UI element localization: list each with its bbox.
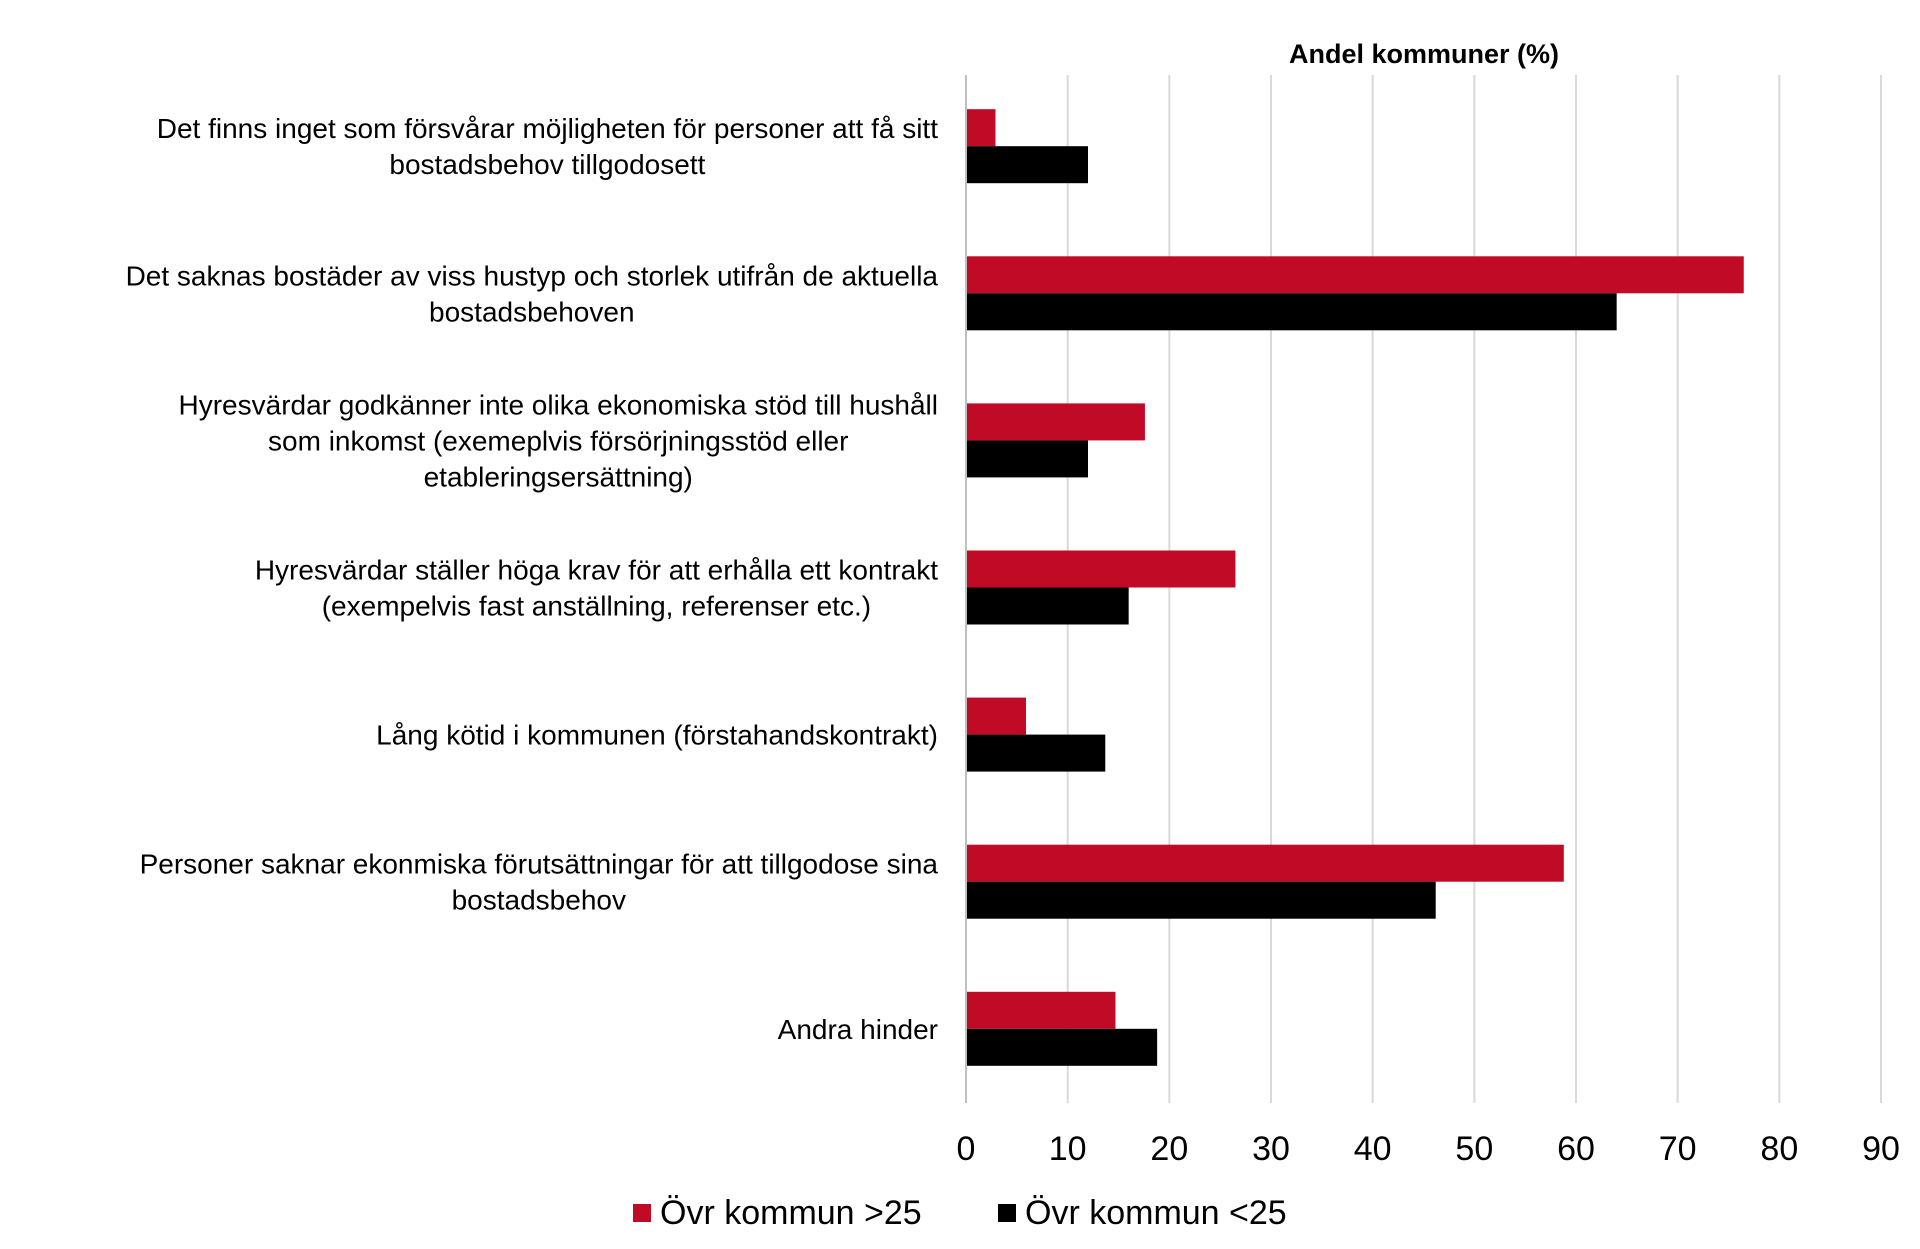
category-label-line: Hyresvärdar ställer höga krav för att er… (255, 555, 938, 586)
category-label-line: Lång kötid i kommunen (förstahandskontra… (376, 720, 938, 751)
category-label-line: Hyresvärdar godkänner inte olika ekonomi… (179, 389, 939, 420)
legend-swatch (998, 1204, 1016, 1222)
bar-series-2 (966, 587, 1129, 625)
x-tick-label: 80 (1760, 1130, 1798, 1168)
bar-series-2 (966, 440, 1088, 478)
category-labels: Det finns inget som försvårar möjlighete… (126, 113, 939, 1045)
category-label: Lång kötid i kommunen (förstahandskontra… (376, 720, 938, 751)
category-label-line: etableringsersättning) (424, 461, 693, 492)
bar-series-2 (966, 146, 1088, 184)
bar-series-1 (966, 550, 1236, 588)
bar-series-1 (966, 697, 1026, 735)
x-tick-labels: 0 10 20 30 40 50 60 70 80 90 (957, 1130, 1900, 1168)
x-tick-label: 90 (1862, 1130, 1900, 1168)
bar-series-2 (966, 1028, 1158, 1066)
gridlines (1066, 75, 1882, 1103)
category-label-line: som inkomst (exemeplvis försörjningsstöd… (268, 425, 848, 456)
x-tick-label: 10 (1049, 1130, 1087, 1168)
x-tick-label: 20 (1150, 1130, 1188, 1168)
bar-series-1 (966, 109, 996, 147)
category-label: Personer saknar ekonmiska förutsättninga… (140, 849, 939, 916)
category-label-line: bostadsbehov (452, 885, 626, 916)
category-label-line: bostadsbehov tillgodosett (389, 149, 705, 180)
category-label-line: Andra hinder (778, 1014, 938, 1045)
bar-series-1 (966, 256, 1744, 294)
x-tick-label: 60 (1557, 1130, 1595, 1168)
legend-swatch (633, 1204, 651, 1222)
axis-title: Andel kommuner (%) (1289, 39, 1559, 69)
x-tick-label: 70 (1659, 1130, 1697, 1168)
category-label: Andra hinder (778, 1014, 938, 1045)
category-label: Det finns inget som försvårar möjlighete… (157, 113, 938, 180)
bar-series-2 (966, 293, 1617, 331)
legend: Övr kommun >25 Övr kommun <25 (633, 1194, 1287, 1232)
category-label-line: Personer saknar ekonmiska förutsättninga… (140, 849, 939, 880)
x-tick-label: 30 (1252, 1130, 1290, 1168)
bars (966, 109, 1744, 1066)
category-label-line: Det saknas bostäder av viss hustyp och s… (126, 260, 939, 291)
category-label-line: (exempelvis fast anställning, referenser… (322, 591, 871, 622)
legend-label: Övr kommun <25 (1025, 1194, 1287, 1232)
bar-series-2 (966, 734, 1106, 772)
bar-series-1 (966, 991, 1116, 1029)
category-label: Det saknas bostäder av viss hustyp och s… (126, 260, 939, 327)
category-label: Hyresvärdar ställer höga krav för att er… (255, 555, 938, 622)
bar-series-1 (966, 403, 1145, 441)
x-tick-label: 50 (1455, 1130, 1493, 1168)
bar-series-1 (966, 844, 1564, 882)
legend-label: Övr kommun >25 (660, 1194, 922, 1232)
category-label-line: bostadsbehoven (429, 296, 635, 327)
x-tick-label: 40 (1354, 1130, 1392, 1168)
x-tick-label: 0 (957, 1130, 976, 1168)
bar-series-2 (966, 881, 1436, 919)
category-label: Hyresvärdar godkänner inte olika ekonomi… (179, 389, 939, 492)
category-label-line: Det finns inget som försvårar möjlighete… (157, 113, 938, 144)
